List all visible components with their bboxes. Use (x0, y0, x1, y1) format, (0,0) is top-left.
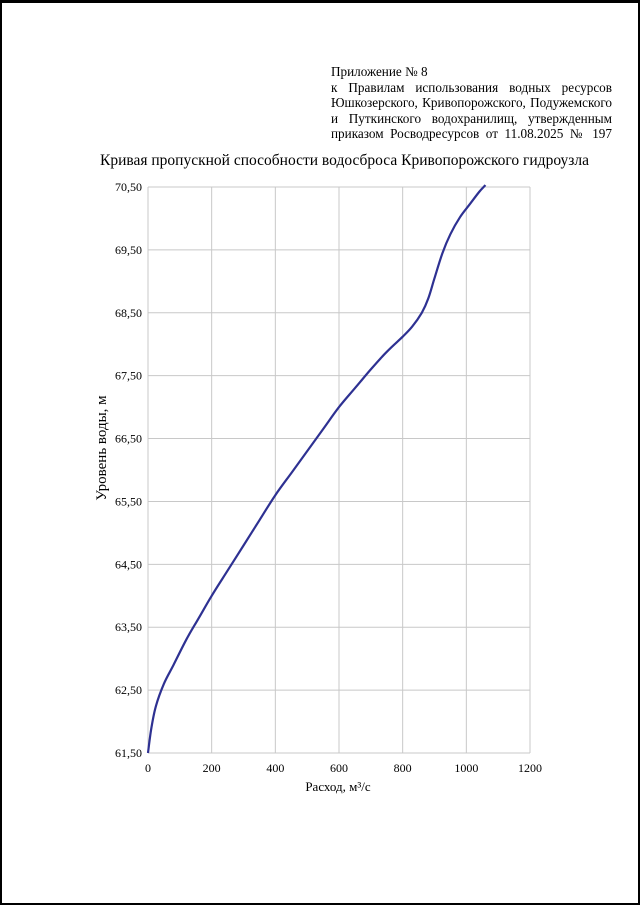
y-axis-label: Уровень воды, м (94, 395, 110, 501)
x-tick-label: 1000 (454, 761, 478, 775)
y-tick-label: 67,50 (115, 369, 142, 383)
annex-line: Юшкозерского, Кривопорожского, Подужемск… (331, 95, 612, 111)
annex-line: приказом Росводресурсов от 11.08.2025 № … (331, 126, 612, 142)
y-tick-label: 62,50 (115, 683, 142, 697)
chart-grid (147, 186, 531, 754)
y-tick-label: 61,50 (115, 746, 142, 760)
y-tick-label: 69,50 (115, 243, 142, 257)
annex-line: и Путкинского водохранилищ, утвержденным (331, 110, 612, 126)
y-tick-label: 70,50 (115, 180, 142, 194)
y-tick-label: 66,50 (115, 432, 142, 446)
y-tick-label: 63,50 (115, 620, 142, 634)
x-tick-label: 200 (203, 761, 221, 775)
annex-header: Приложение № 8 к Правилам использования … (331, 64, 612, 142)
y-tick-label: 64,50 (115, 557, 142, 571)
annex-line: Приложение № 8 (331, 64, 428, 79)
series-line (146, 184, 487, 754)
chart-title: Кривая пропускной способности водосброса… (100, 152, 589, 169)
x-tick-label: 400 (266, 761, 284, 775)
x-tick-label: 1200 (518, 761, 542, 775)
x-axis-label: Расход, м³/с (305, 779, 371, 794)
y-tick-label: 65,50 (115, 494, 142, 508)
annex-line: к Правилам использования водных ресурсов (331, 79, 612, 95)
y-tick-label: 68,50 (115, 306, 142, 320)
x-tick-label: 800 (394, 761, 412, 775)
y-tick-labels: 61,50 62,50 63,50 64,50 65,50 66,50 67,50 68,50… (115, 180, 142, 760)
x-tick-label: 600 (330, 761, 348, 775)
x-tick-labels: 0 200 400 600 800 1000 1200 (145, 761, 542, 775)
x-tick-label: 0 (145, 761, 151, 775)
